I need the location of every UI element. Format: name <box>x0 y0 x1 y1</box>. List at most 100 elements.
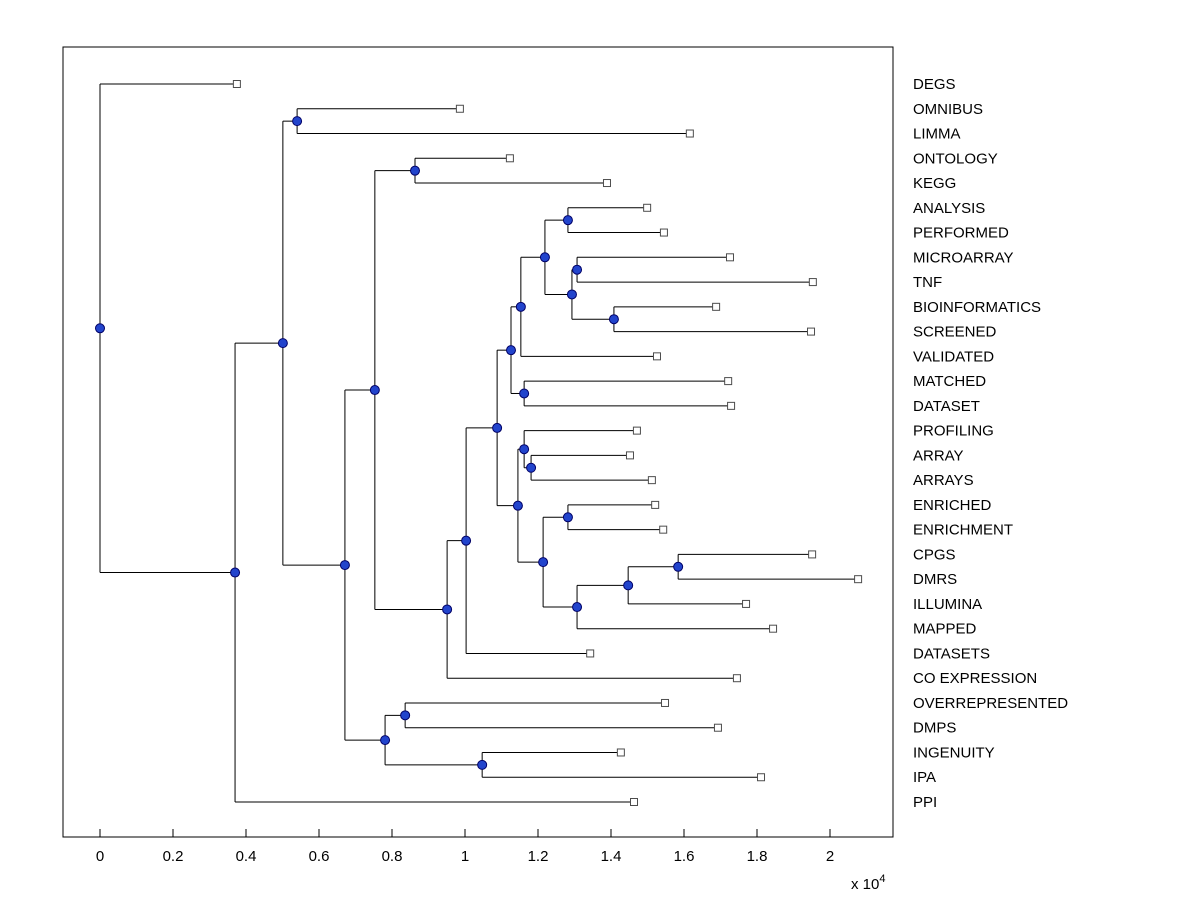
leaf-node-marker <box>647 476 656 485</box>
leaf-label: ENRICHMENT <box>913 522 1013 539</box>
branch-node-marker <box>519 388 530 399</box>
branch-node-marker <box>380 735 391 746</box>
branch-node-marker <box>562 512 573 523</box>
branch-node-marker <box>292 116 303 127</box>
leaf-node-marker <box>652 352 661 361</box>
x-tick-label: 0.6 <box>309 848 330 865</box>
leaf-node-marker <box>713 723 722 732</box>
leaf-label: PPI <box>913 794 937 811</box>
leaf-node-marker <box>742 599 751 608</box>
leaf-label: PERFORMED <box>913 225 1009 242</box>
leaf-node-marker <box>808 550 817 559</box>
branch-node-marker <box>608 314 619 325</box>
leaf-node-marker <box>769 624 778 633</box>
leaf-node-marker <box>632 426 641 435</box>
leaf-node-marker <box>727 401 736 410</box>
leaf-node-marker <box>643 203 652 212</box>
branch-node-marker <box>461 535 472 546</box>
x-tick-label: 1.8 <box>747 848 768 865</box>
leaf-label: TNF <box>913 274 942 291</box>
leaf-label: DATASET <box>913 398 980 415</box>
leaf-label: OVERREPRESENTED <box>913 695 1068 712</box>
branch-node-marker <box>492 422 503 433</box>
x-tick-label: 0 <box>96 848 104 865</box>
leaf-label: DEGS <box>913 76 956 93</box>
leaf-label: DMPS <box>913 720 956 737</box>
leaf-label: LIMMA <box>913 126 961 143</box>
branch-node-marker <box>477 759 488 770</box>
branch-node-marker <box>442 604 453 615</box>
leaf-label: ANALYSIS <box>913 200 985 217</box>
leaf-label: MICROARRAY <box>913 249 1014 266</box>
branch-node-marker <box>519 444 530 455</box>
leaf-label: BIOINFORMATICS <box>913 299 1041 316</box>
branch-node-marker <box>515 301 526 312</box>
x-tick-label: 0.4 <box>236 848 257 865</box>
leaf-node-marker <box>724 377 733 386</box>
leaf-label: SCREENED <box>913 324 997 341</box>
branch-node-marker <box>572 602 583 613</box>
leaf-node-marker <box>725 253 734 262</box>
leaf-node-marker <box>232 80 241 88</box>
leaf-node-marker <box>455 104 464 113</box>
x-tick-label: 1.4 <box>601 848 622 865</box>
branch-node-marker <box>339 560 350 571</box>
leaf-label: MATCHED <box>913 373 986 390</box>
leaf-node-marker <box>712 302 721 311</box>
branch-node-marker <box>277 338 288 349</box>
leaf-label: IPA <box>913 769 936 786</box>
leaf-label: ENRICHED <box>913 497 992 514</box>
leaf-node-marker <box>685 129 694 138</box>
branch-node-marker <box>623 580 634 591</box>
leaf-label: MAPPED <box>913 621 977 638</box>
leaf-label: DATASETS <box>913 645 990 662</box>
leaf-node-marker <box>630 798 638 806</box>
leaf-node-marker <box>807 327 816 336</box>
branch-node-marker <box>538 557 549 568</box>
axes-box <box>62 46 894 838</box>
branch-node-marker <box>230 567 241 578</box>
branch-node-marker <box>369 385 380 396</box>
leaf-node-marker <box>505 154 514 163</box>
leaf-node-marker <box>651 500 660 509</box>
leaf-label: VALIDATED <box>913 348 994 365</box>
branch-node-marker <box>526 462 537 473</box>
leaf-label: OMNIBUS <box>913 101 983 118</box>
branch-node-marker <box>572 264 583 275</box>
leaf-label: DMRS <box>913 571 957 588</box>
leaf-node-marker <box>854 575 863 584</box>
leaf-label: CPGS <box>913 546 956 563</box>
leaf-node-marker <box>602 179 611 188</box>
branch-node-marker <box>95 323 105 334</box>
leaf-node-marker <box>732 674 741 683</box>
leaf-node-marker <box>586 649 595 658</box>
leaf-label: ARRAYS <box>913 472 974 489</box>
branch-node-marker <box>400 710 411 721</box>
x-tick-label: 2 <box>826 848 834 865</box>
leaf-node-marker <box>661 698 670 707</box>
branch-node-marker <box>505 345 516 356</box>
x-tick-label: 1 <box>461 848 469 865</box>
branch-node-marker <box>566 289 577 300</box>
leaf-node-marker <box>757 773 766 782</box>
leaf-label: PROFILING <box>913 423 994 440</box>
branch-node-marker <box>410 165 420 176</box>
leaf-label: INGENUITY <box>913 744 995 761</box>
leaf-node-marker <box>659 228 668 237</box>
leaf-label: ILLUMINA <box>913 596 982 613</box>
x-tick-label: 1.2 <box>528 848 549 865</box>
branch-node-marker <box>562 215 573 226</box>
leaf-node-marker <box>625 451 634 460</box>
branch-node-marker <box>512 500 523 511</box>
leaf-node-marker <box>659 525 668 534</box>
leaf-label: ONTOLOGY <box>913 150 998 167</box>
x-tick-label: 0.8 <box>382 848 403 865</box>
leaf-label: CO EXPRESSION <box>913 670 1037 687</box>
branch-node-marker <box>539 252 550 263</box>
x-axis-scale-label: x 104 <box>851 873 885 893</box>
branch-node-marker <box>673 561 684 572</box>
x-tick-label: 0.2 <box>163 848 184 865</box>
leaf-label: KEGG <box>913 175 956 192</box>
